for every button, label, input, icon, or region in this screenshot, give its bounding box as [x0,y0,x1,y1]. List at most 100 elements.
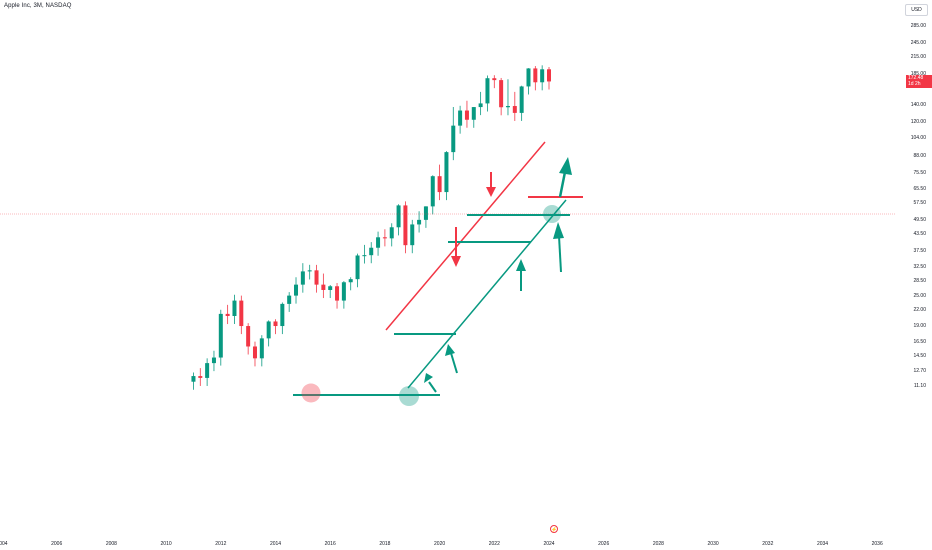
green-circle-marker-2024[interactable] [543,205,561,223]
candle-body [492,78,497,81]
candle-body [403,205,408,246]
candle-body [423,206,428,220]
candle-body [198,376,203,378]
price-tick-label: 32.50 [913,263,926,270]
time-tick-label: 2012 [215,541,227,547]
red-circle-marker[interactable] [301,383,321,403]
green-up-arrow-2[interactable] [445,344,458,374]
time-tick-label: 2024 [543,541,555,547]
candle-body [307,270,312,272]
currency-button[interactable]: USD [905,4,928,16]
price-tick-label: 75.50 [913,170,926,177]
price-tick-label: 12.70 [913,367,926,374]
candle-body [464,110,469,120]
candle-body [505,106,510,108]
candle-body [239,300,244,327]
time-tick-label: 2008 [105,541,117,547]
candle-body [225,313,230,316]
candle-body [526,68,531,87]
candle-body [485,78,490,104]
price-tick-label: 215.00 [910,54,926,61]
green-up-arrow-3[interactable] [516,259,526,291]
candle-body [533,68,538,83]
candle-body [362,255,367,257]
candle-body [396,205,401,228]
price-tick-label: 16.50 [913,338,926,345]
price-tick-label: 28.50 [913,278,926,285]
price-tick-label: 285.00 [910,22,926,29]
candle-body [280,303,285,327]
candle-body [499,80,504,108]
candle-body [294,284,299,296]
candle-body [540,69,545,83]
candle-body [519,86,524,113]
tradingview-logo-icon[interactable]: ⚡ [550,525,558,533]
price-tick-label: 120.00 [910,118,926,125]
price-tick-label: 104.00 [910,134,926,141]
candle-body [355,255,360,280]
time-tick-label: 2018 [379,541,391,547]
time-tick-label: 2028 [652,541,664,547]
candle-body [232,300,237,316]
candle-body [451,125,456,153]
candle-body [437,176,442,193]
green-circle-marker-2019[interactable] [399,386,419,406]
green-up-arrow-5[interactable] [558,157,572,198]
current-price-badge: 172.48 1d 2h [906,75,932,89]
chart-pane[interactable]: Apple Inc, 3M, NASDAQ ⚡ [0,0,896,540]
candles-layer [191,65,551,390]
candle-body [252,346,257,359]
time-tick-label: 2026 [598,541,610,547]
candle-body [314,270,319,285]
time-tick-label: 2036 [871,541,883,547]
time-tick-label: 2004 [0,541,8,547]
candle-body [341,282,346,301]
time-axis[interactable]: 2004 2006 2008 2010 2012 2014 2016 2018 2020 2022… [0,540,932,550]
candle-body [259,338,264,359]
drawing-annotations[interactable] [293,141,583,406]
price-tick-label: 57.50 [913,200,926,207]
candle-body [300,271,305,285]
price-tick-label: 65.50 [913,185,926,192]
lower-channel-line[interactable] [407,199,567,389]
candle-body [335,286,340,301]
candle-body [273,321,278,327]
symbol-title: Apple Inc, 3M, NASDAQ [4,3,72,9]
candle-body [471,107,476,120]
upper-channel-line[interactable] [385,141,546,331]
candle-body [369,247,374,256]
time-tick-label: 2032 [762,541,774,547]
candle-body [376,237,381,248]
price-tick-label: 88.00 [913,153,926,160]
candle-body [458,110,463,126]
price-tick-label: 25.00 [913,292,926,299]
candle-body [430,176,435,207]
candle-body [191,376,196,382]
candle-body [321,284,326,290]
price-tick-label: 140.00 [910,101,926,108]
time-tick-label: 2034 [816,541,829,547]
red-down-arrow-2021[interactable] [451,227,461,267]
time-tick-label: 2020 [434,541,446,547]
candle-body [218,313,223,358]
bar-countdown: 1d 2h [908,81,921,88]
price-tick-label: 11.10 [913,382,926,389]
time-tick-label: 2010 [160,541,172,547]
price-tick-label: 22.00 [913,306,926,313]
candle-body [547,69,551,82]
candle-body [266,321,271,339]
time-tick-label: 2006 [51,541,63,547]
time-tick-label: 2030 [707,541,719,547]
candle-body [246,326,251,347]
red-down-arrow-2022[interactable] [486,172,496,197]
candle-body [444,152,449,193]
price-tick-label: 14.50 [913,353,926,359]
candle-body [205,363,210,378]
candle-body [348,279,353,283]
price-chart[interactable] [0,0,896,540]
price-tick-label: 19.00 [913,323,926,330]
price-tick-label: 245.00 [910,39,926,46]
price-tick-label: 37.50 [913,247,926,254]
green-up-arrow-1[interactable] [424,373,437,393]
green-up-arrow-4[interactable] [553,222,564,273]
